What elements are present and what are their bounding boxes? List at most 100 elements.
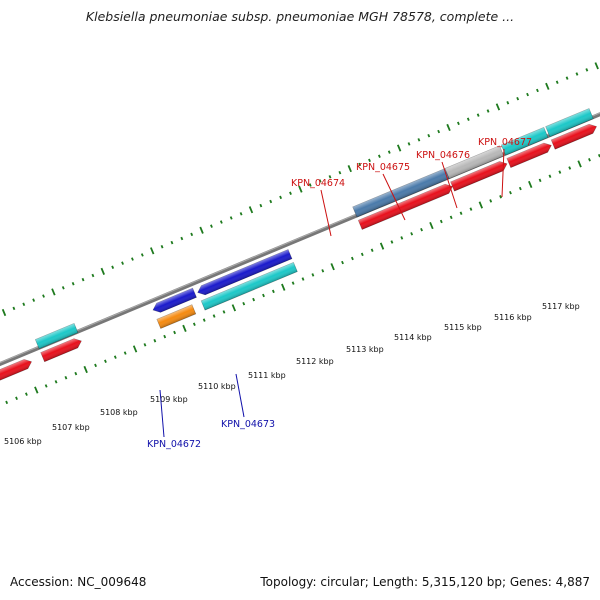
gene-orange-kpn04672[interactable] bbox=[156, 304, 197, 329]
gene-orange-kpn04672-shade bbox=[156, 304, 196, 329]
inner-ring-minor-tick bbox=[370, 248, 374, 252]
gene-cyan-left[interactable] bbox=[34, 323, 79, 350]
gene-red-kpn04676[interactable] bbox=[506, 141, 553, 169]
gene-red-kpn04676-shade bbox=[506, 143, 552, 168]
outer-ring-major-tick bbox=[347, 165, 352, 173]
gene-label-kpn-04676[interactable]: KPN_04676 bbox=[416, 150, 470, 161]
gene-label-kpn-04675[interactable]: KPN_04675 bbox=[356, 162, 410, 173]
gene-label-leader-line bbox=[501, 148, 505, 198]
inner-ring-minor-tick bbox=[44, 384, 48, 388]
outer-ring-minor-tick bbox=[210, 224, 213, 228]
outer-ring-major-tick bbox=[1, 308, 7, 317]
outer-ring-minor-tick bbox=[289, 191, 292, 195]
inner-ring-minor-tick bbox=[518, 186, 522, 191]
outer-ring-minor-tick bbox=[32, 298, 36, 302]
gene-label-leader-line bbox=[159, 389, 165, 438]
gene-red-left-2-shade bbox=[40, 338, 82, 362]
outer-ring-minor-tick bbox=[180, 236, 184, 241]
inner-ring-minor-tick bbox=[252, 297, 256, 302]
outer-ring-minor-tick bbox=[457, 121, 460, 126]
gene-label-kpn-04674[interactable]: KPN_04674 bbox=[291, 178, 345, 189]
gene-red-kpn04677[interactable] bbox=[550, 122, 598, 150]
outer-ring-minor-tick bbox=[575, 72, 579, 76]
gene-red-left-2[interactable] bbox=[40, 336, 84, 363]
outer-ring-major-tick bbox=[100, 267, 105, 275]
inner-ring-minor-tick bbox=[104, 359, 107, 363]
inner-ring-minor-tick bbox=[64, 375, 68, 380]
gene-red-left-shade bbox=[0, 359, 32, 383]
inner-ring-major-tick bbox=[478, 201, 484, 209]
outer-ring-major-tick bbox=[594, 62, 599, 70]
gene-blue-long-shade bbox=[197, 249, 292, 295]
gene-red-left[interactable] bbox=[0, 357, 33, 383]
gene-label-leader-line bbox=[382, 173, 406, 221]
inner-ring-minor-tick bbox=[597, 153, 600, 158]
outer-ring-minor-tick bbox=[526, 92, 529, 97]
outer-ring-minor-tick bbox=[229, 216, 233, 220]
inner-tick-ring bbox=[5, 153, 600, 405]
outer-ring-minor-tick bbox=[71, 281, 75, 286]
inner-ring-minor-tick bbox=[350, 256, 354, 261]
outer-ring-minor-tick bbox=[121, 261, 124, 265]
inner-ring-minor-tick bbox=[242, 301, 246, 306]
gene-label-kpn-04677[interactable]: KPN_04677 bbox=[478, 137, 532, 148]
inner-ring-minor-tick bbox=[123, 351, 127, 355]
outer-ring-minor-tick bbox=[279, 195, 283, 200]
map-title: Klebsiella pneumoniae subsp. pneumoniae … bbox=[85, 9, 515, 24]
gene-features[interactable] bbox=[0, 63, 600, 395]
inner-ring-major-tick bbox=[132, 345, 138, 353]
outer-ring-minor-tick bbox=[417, 138, 421, 142]
inner-ring-minor-tick bbox=[400, 236, 404, 240]
gene-cyan-kpn04677[interactable] bbox=[545, 108, 594, 138]
outer-ring-major-tick bbox=[51, 288, 56, 296]
outer-ring-minor-tick bbox=[111, 265, 115, 270]
inner-ring-minor-tick bbox=[192, 322, 196, 326]
outer-ring-minor-tick bbox=[131, 257, 134, 261]
outer-ring-minor-tick bbox=[219, 220, 223, 224]
backbone-highlight bbox=[0, 16, 600, 441]
inner-ring-minor-tick bbox=[94, 363, 97, 368]
outer-ring-minor-tick bbox=[387, 150, 391, 154]
gene-cyan-kpn04677-shade bbox=[545, 108, 594, 137]
kbp-label: 5111 kbp bbox=[248, 371, 286, 380]
inner-ring-minor-tick bbox=[459, 211, 463, 215]
gene-red-mid[interactable] bbox=[450, 159, 509, 192]
kbp-scale-labels: 5106 kbp 5107 kbp 5108 kbp 5109 kbp 5110 kbp… bbox=[4, 302, 580, 446]
gene-red-kpn04677-shade bbox=[551, 124, 597, 150]
kbp-label: 5112 kbp bbox=[296, 357, 334, 366]
inner-ring-minor-tick bbox=[311, 273, 315, 277]
inner-ring-minor-tick bbox=[489, 199, 493, 203]
gene-label-kpn-04673[interactable]: KPN_04673 bbox=[221, 419, 275, 430]
outer-ring-minor-tick bbox=[91, 273, 95, 278]
kbp-label: 5108 kbp bbox=[100, 408, 138, 417]
inner-ring-minor-tick bbox=[271, 289, 275, 294]
inner-ring-minor-tick bbox=[439, 219, 443, 224]
inner-ring-major-tick bbox=[379, 242, 385, 250]
outer-ring-minor-tick bbox=[308, 183, 312, 187]
inner-ring-minor-tick bbox=[163, 334, 167, 339]
outer-ring-minor-tick bbox=[269, 199, 273, 204]
outer-ring-minor-tick bbox=[338, 170, 342, 175]
gene-cyan-kpn04673-shade bbox=[201, 262, 298, 311]
gene-cyan-kpn04676-shade bbox=[501, 127, 549, 156]
outer-ring-minor-tick bbox=[318, 179, 322, 183]
outer-ring-minor-tick bbox=[81, 277, 85, 282]
inner-ring-minor-tick bbox=[390, 240, 394, 244]
outer-ring-major-tick bbox=[495, 103, 501, 111]
topology-text: Topology: circular; Length: 5,315,120 bp… bbox=[260, 575, 590, 589]
gene-label-group[interactable]: KPN_04674 KPN_04675 KPN_04676 KPN_04677 KPN_… bbox=[147, 137, 532, 450]
gene-label-kpn-04672[interactable]: KPN_04672 bbox=[147, 439, 201, 450]
inner-ring-major-tick bbox=[182, 324, 187, 332]
outer-ring-minor-tick bbox=[536, 88, 539, 93]
inner-ring-minor-tick bbox=[410, 232, 414, 236]
gene-steel-kpn04674-shade bbox=[352, 168, 450, 218]
outer-ring-major-tick bbox=[396, 144, 402, 152]
outer-ring-minor-tick bbox=[12, 306, 16, 311]
inner-ring-minor-tick bbox=[360, 252, 364, 257]
gene-blue-small[interactable] bbox=[151, 287, 197, 315]
inner-ring-minor-tick bbox=[548, 174, 552, 178]
gene-blue-long[interactable] bbox=[196, 249, 293, 297]
gene-cyan-kpn04673[interactable] bbox=[200, 262, 298, 311]
